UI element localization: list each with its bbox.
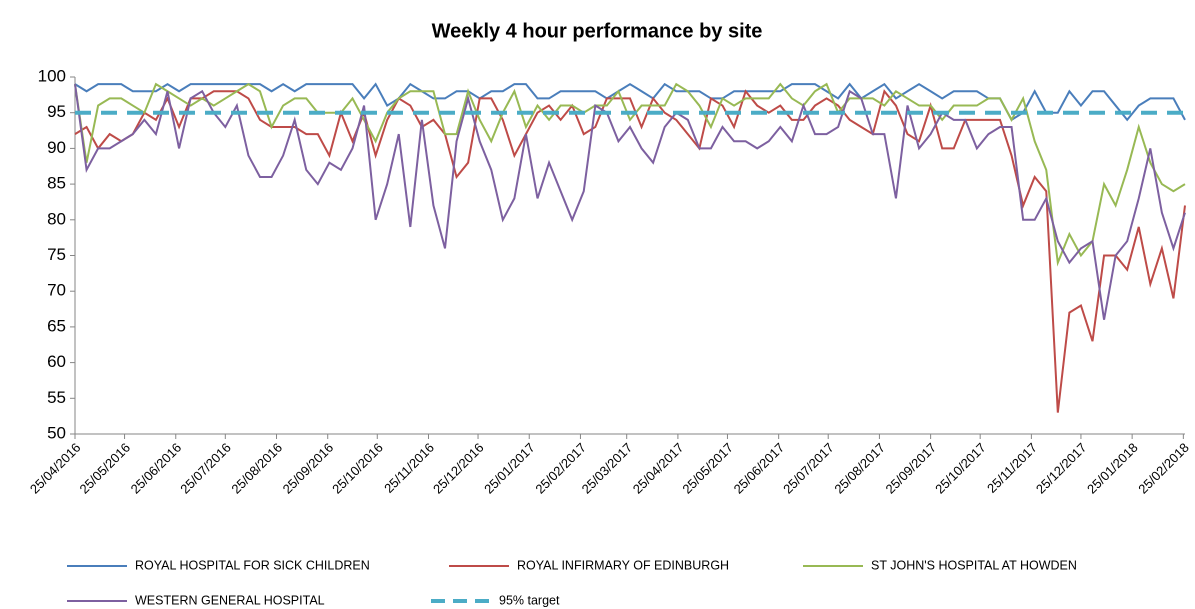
x-tick-label: 25/10/2016 (329, 440, 386, 497)
x-tick-label: 25/01/2017 (481, 440, 538, 497)
x-tick-label: 25/07/2016 (177, 440, 234, 497)
chart-title: Weekly 4 hour performance by site (432, 20, 763, 42)
x-tick-label: 25/06/2016 (128, 440, 185, 497)
x-tick-label: 25/04/2016 (27, 440, 84, 497)
x-tick-label: 25/01/2018 (1084, 440, 1141, 497)
legend-label: ROYAL HOSPITAL FOR SICK CHILDREN (135, 558, 370, 572)
x-tick-label: 25/09/2016 (280, 440, 337, 497)
x-tick-label: 25/02/2018 (1135, 440, 1192, 497)
x-tick-label: 25/08/2016 (228, 440, 285, 497)
y-tick-label: 90 (47, 138, 66, 157)
y-tick-label: 80 (47, 209, 66, 228)
legend-label: 95% target (499, 593, 560, 607)
x-tick-label: 25/05/2017 (679, 440, 736, 497)
x-tick-label: 25/05/2016 (76, 440, 133, 497)
legend-label: ST JOHN'S HOSPITAL AT HOWDEN (871, 558, 1077, 572)
x-tick-label: 25/12/2017 (1033, 440, 1090, 497)
y-tick-label: 55 (47, 388, 66, 407)
x-tick-label: 25/10/2017 (932, 440, 989, 497)
x-tick-label: 25/06/2017 (731, 440, 788, 497)
series-line (74, 84, 1186, 320)
x-tick-label: 25/07/2017 (780, 440, 837, 497)
x-tick-label: 25/09/2017 (883, 440, 940, 497)
y-tick-label: 95 (47, 102, 66, 121)
y-tick-label: 65 (47, 316, 66, 335)
y-tick-label: 70 (47, 281, 66, 300)
x-tick-label: 25/12/2016 (430, 440, 487, 497)
series-line (74, 89, 1186, 413)
x-tick-label: 25/11/2017 (984, 440, 1040, 496)
y-tick-label: 85 (47, 174, 66, 193)
legend-label: ROYAL INFIRMARY OF EDINBURGH (517, 558, 729, 572)
y-tick-label: 100 (38, 66, 66, 85)
y-tick-label: 60 (47, 352, 66, 371)
y-tick-label: 75 (47, 245, 66, 264)
x-tick-label: 25/04/2017 (630, 440, 687, 497)
legend-label: WESTERN GENERAL HOSPITAL (135, 593, 325, 607)
x-tick-label: 25/08/2017 (831, 440, 888, 497)
x-tick-label: 25/11/2016 (381, 440, 437, 496)
x-tick-label: 25/03/2017 (579, 440, 636, 497)
y-tick-label: 50 (47, 423, 66, 442)
series-line (74, 82, 1186, 267)
